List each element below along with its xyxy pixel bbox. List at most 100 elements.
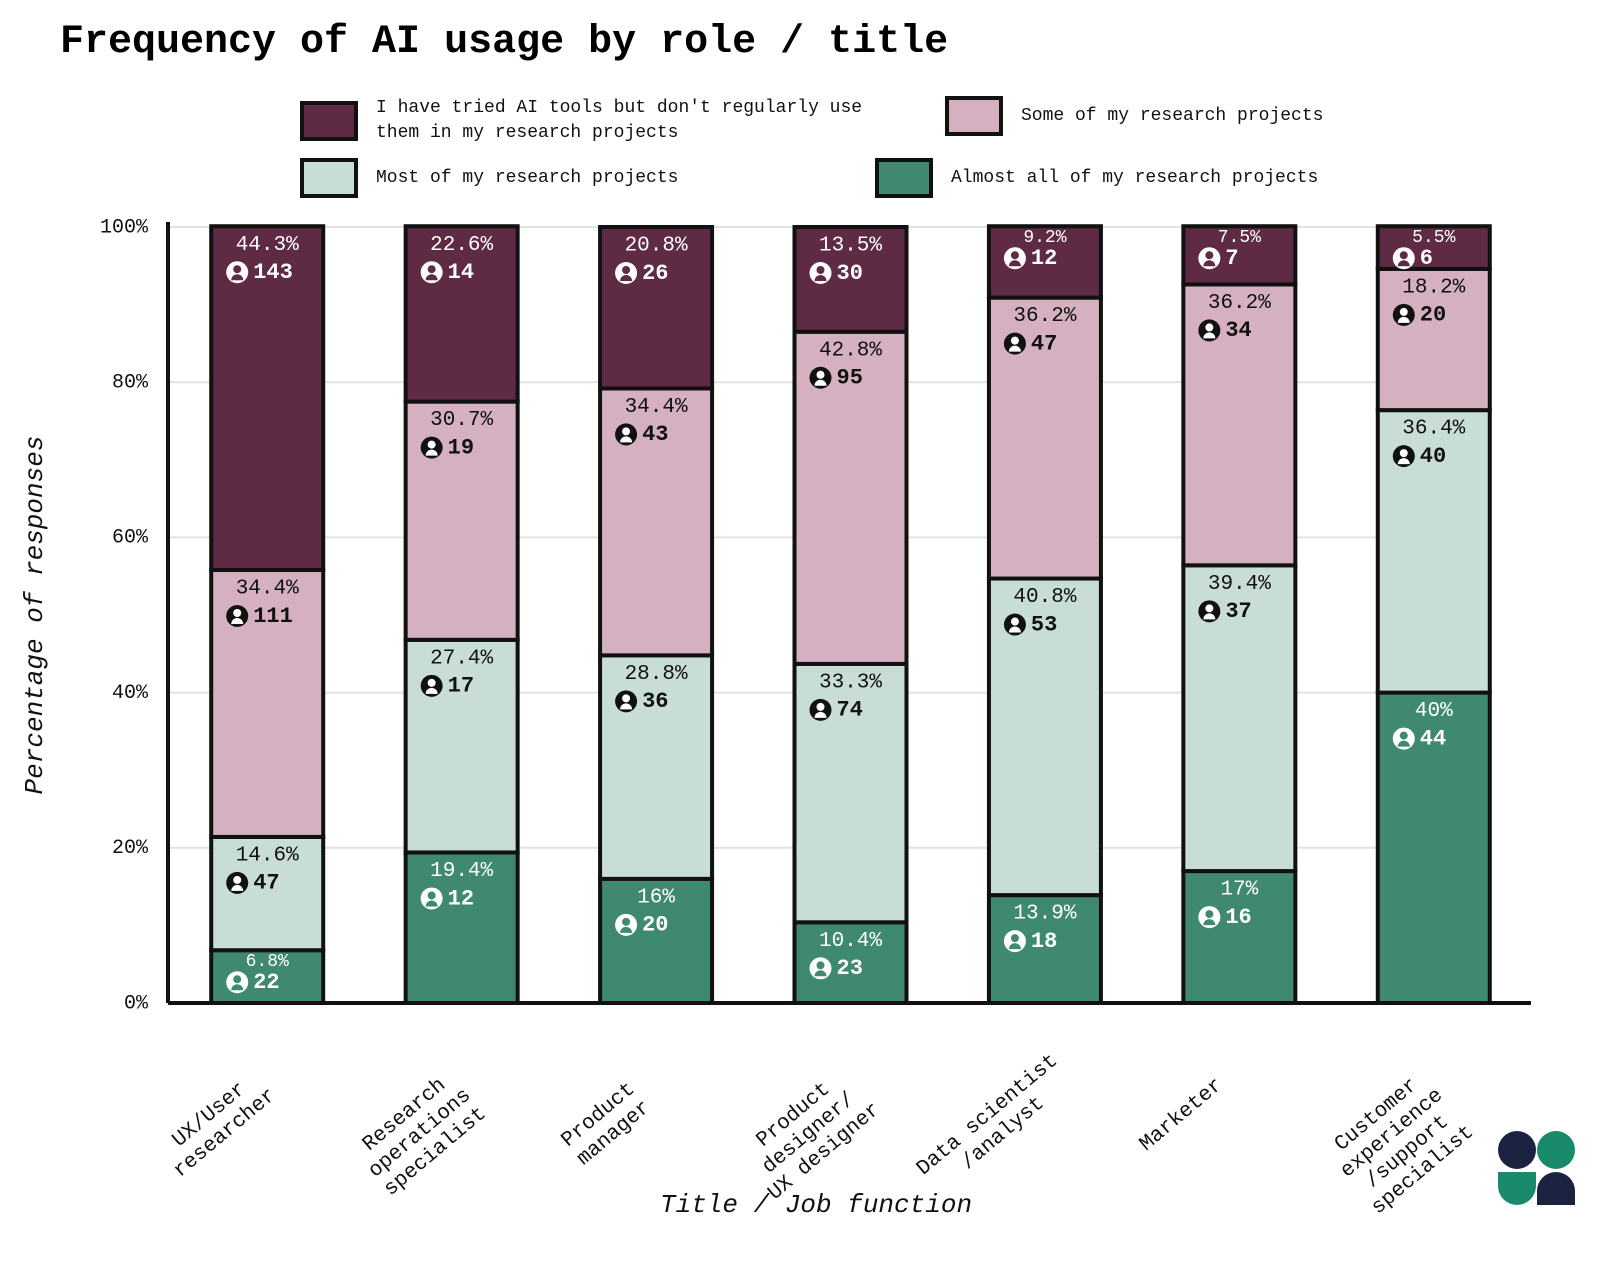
- person-icon: [1198, 319, 1221, 342]
- person-icon: [809, 262, 832, 284]
- icon-head: [622, 694, 631, 703]
- icon-body: [1203, 919, 1216, 926]
- legend-item: Almost all of my research projects: [875, 158, 1435, 198]
- value-label: 16%: [637, 886, 675, 909]
- value-label: 13.5%: [819, 235, 882, 258]
- legend-label: Some of my research projects: [1021, 105, 1324, 126]
- icon-body: [620, 275, 633, 281]
- icon-body: [814, 379, 827, 386]
- icon-head: [427, 678, 436, 687]
- chart: 0% 20% 40% 60% 80% 100% 6.8%22 14.6% 47 34.4% 111 4…: [100, 216, 1575, 1205]
- icon-head: [233, 608, 242, 617]
- icon-head: [1205, 323, 1214, 332]
- person-icon: [226, 871, 249, 894]
- icon-body: [425, 687, 438, 694]
- icon-body: [231, 274, 244, 281]
- icon-head: [233, 875, 242, 884]
- count-label: 18: [1031, 929, 1057, 954]
- value-label: 27.4%: [430, 647, 493, 670]
- page: Frequency of AI usage by role / title 0%…: [20, 20, 1575, 1220]
- chart-title: Frequency of AI usage by role / title: [60, 20, 949, 65]
- count-label: 26: [642, 261, 668, 286]
- icon-body: [814, 970, 827, 977]
- count-label: 95: [837, 366, 863, 391]
- icon-head: [427, 265, 436, 274]
- icon-head: [622, 917, 631, 926]
- icon-body: [1397, 316, 1410, 323]
- value-label: 6.8%: [246, 952, 289, 972]
- count-label: 22: [253, 970, 279, 995]
- count-label: 37: [1225, 599, 1251, 624]
- icon-head: [1399, 731, 1408, 740]
- icon-body: [425, 449, 438, 456]
- icon-head: [816, 961, 825, 970]
- value-label: 20.8%: [625, 235, 688, 258]
- value-label: 34.4%: [625, 396, 688, 419]
- count-label: 143: [253, 260, 293, 285]
- y-tick-label: 100%: [100, 216, 149, 239]
- count-label: 20: [642, 913, 668, 938]
- person-icon: [226, 971, 249, 994]
- value-label: 19.4%: [430, 860, 493, 883]
- icon-head: [1205, 910, 1214, 919]
- count-label: 16: [1225, 905, 1251, 930]
- count-label: 20: [1420, 303, 1446, 328]
- value-label: 9.2%: [1023, 228, 1066, 248]
- count-label: 40: [1420, 444, 1446, 469]
- icon-body: [1008, 943, 1021, 950]
- value-label: 14.6%: [236, 844, 299, 867]
- value-label: 36.2%: [1013, 305, 1076, 328]
- value-label: 36.2%: [1208, 292, 1271, 315]
- x-axis-title: Title / Job function: [660, 1190, 973, 1220]
- y-tick-label: 20%: [112, 837, 149, 860]
- value-label: 17%: [1220, 879, 1258, 902]
- count-label: 44: [1420, 726, 1446, 751]
- legend-item: Some of my research projects: [945, 96, 1505, 136]
- person-icon: [420, 436, 443, 459]
- count-label: 17: [448, 674, 474, 699]
- count-label: 7: [1225, 246, 1238, 271]
- legend-swatch: [945, 96, 1003, 136]
- icon-body: [231, 617, 244, 624]
- person-icon: [615, 262, 638, 284]
- bar-segment: [403, 224, 520, 404]
- count-label: 12: [448, 886, 474, 911]
- person-icon: [1198, 247, 1221, 270]
- person-icon: [226, 604, 249, 627]
- icon-head: [816, 702, 825, 711]
- legend-item: Most of my research projects: [300, 158, 860, 198]
- logo: [1498, 1131, 1575, 1205]
- icon-head: [233, 265, 242, 274]
- person-icon: [1198, 906, 1221, 929]
- value-label: 42.8%: [819, 339, 882, 362]
- icon-head: [1399, 307, 1408, 316]
- icon-body: [620, 436, 633, 443]
- icon-head: [1205, 251, 1214, 260]
- icon-body: [814, 711, 827, 718]
- icon-body: [1008, 626, 1021, 633]
- y-tick-label: 80%: [112, 371, 149, 394]
- value-label: 10.4%: [819, 930, 882, 953]
- icon-body: [425, 274, 438, 281]
- legend-label: I have tried AI tools but don't regularl…: [376, 98, 863, 143]
- icon-head: [622, 427, 631, 436]
- value-label: 18.2%: [1402, 276, 1465, 299]
- icon-body: [620, 926, 633, 933]
- icon-head: [622, 266, 631, 274]
- person-icon: [420, 261, 443, 284]
- icon-head: [427, 440, 436, 449]
- icon-head: [1205, 604, 1214, 613]
- icon-body: [814, 275, 827, 281]
- bar-segment: [598, 225, 715, 391]
- icon-head: [1010, 251, 1019, 260]
- count-label: 43: [642, 422, 668, 447]
- count-label: 34: [1225, 318, 1251, 343]
- person-icon: [1003, 613, 1026, 636]
- person-icon: [1392, 445, 1415, 468]
- bar-segment: [209, 567, 326, 839]
- person-icon: [1003, 332, 1026, 355]
- value-label: 34.4%: [236, 578, 299, 601]
- y-tick-label: 0%: [124, 992, 149, 1015]
- y-axis-title: Percentage of responses: [20, 435, 50, 795]
- count-label: 111: [253, 604, 293, 629]
